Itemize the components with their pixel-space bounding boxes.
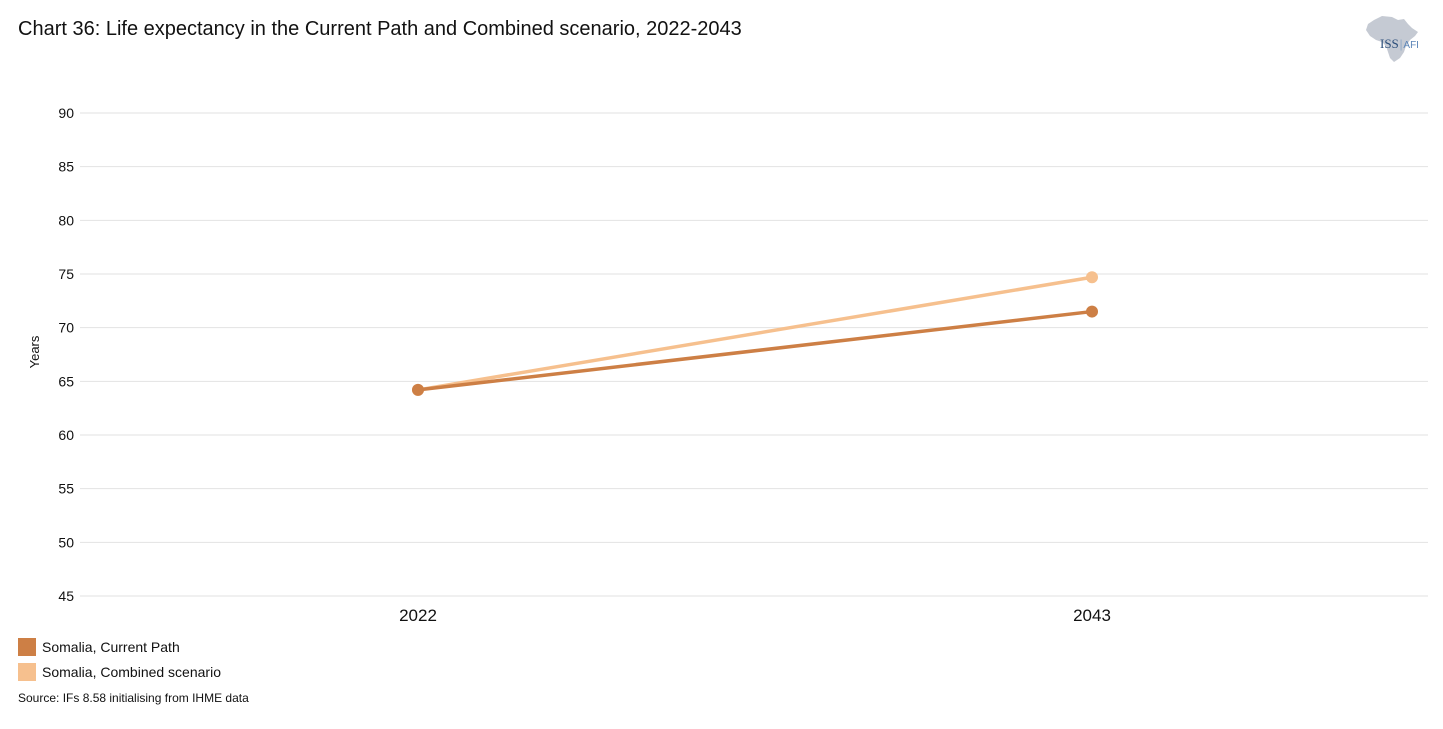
x-tick-label: 2022 [399, 606, 437, 625]
africa-map-icon [1366, 16, 1418, 62]
y-axis-ticks: 90 85 80 75 70 65 60 55 50 45 [58, 105, 74, 604]
x-axis-ticks: 2022 2043 [399, 606, 1111, 625]
chart-title: Chart 36: Life expectancy in the Current… [18, 18, 742, 40]
logo-suffix: AFI [1403, 40, 1419, 51]
source-note: Source: IFs 8.58 initialising from IHME … [18, 691, 249, 705]
y-tick-label: 65 [58, 373, 74, 389]
legend-swatch-current-path [18, 637, 36, 656]
legend-item: Somalia, Current Path [18, 634, 221, 659]
series-line-current-path [416, 309, 1094, 392]
gridlines [80, 112, 1428, 597]
y-tick-label: 90 [58, 105, 74, 121]
legend-swatch-combined-scenario [18, 662, 36, 681]
legend-item: Somalia, Combined scenario [18, 659, 221, 684]
y-tick-label: 55 [58, 481, 74, 497]
legend-label-combined-scenario: Somalia, Combined scenario [42, 663, 221, 680]
y-axis-label: Years [27, 335, 42, 368]
x-tick-label: 2043 [1073, 606, 1111, 625]
y-tick-label: 80 [58, 212, 74, 228]
data-point-combined-scenario [1086, 271, 1098, 284]
legend: Somalia, Current Path Somalia, Combined … [18, 634, 221, 684]
y-tick-label: 75 [58, 266, 74, 282]
y-tick-label: 50 [58, 534, 74, 550]
legend-label-current-path: Somalia, Current Path [42, 638, 180, 655]
y-tick-label: 85 [58, 159, 74, 175]
y-tick-label: 45 [58, 588, 74, 604]
logo-brand: ISS [1380, 36, 1399, 51]
series-line-combined-scenario [416, 275, 1094, 392]
iss-afi-logo: ISS|AFI [1380, 36, 1419, 52]
africa-shape [1366, 16, 1418, 62]
y-tick-label: 70 [58, 320, 74, 336]
logo-separator: | [1399, 36, 1403, 51]
y-tick-label: 60 [58, 427, 74, 443]
data-point-current-path [412, 383, 424, 396]
series-group [412, 271, 1098, 396]
data-point-current-path [1086, 305, 1098, 318]
